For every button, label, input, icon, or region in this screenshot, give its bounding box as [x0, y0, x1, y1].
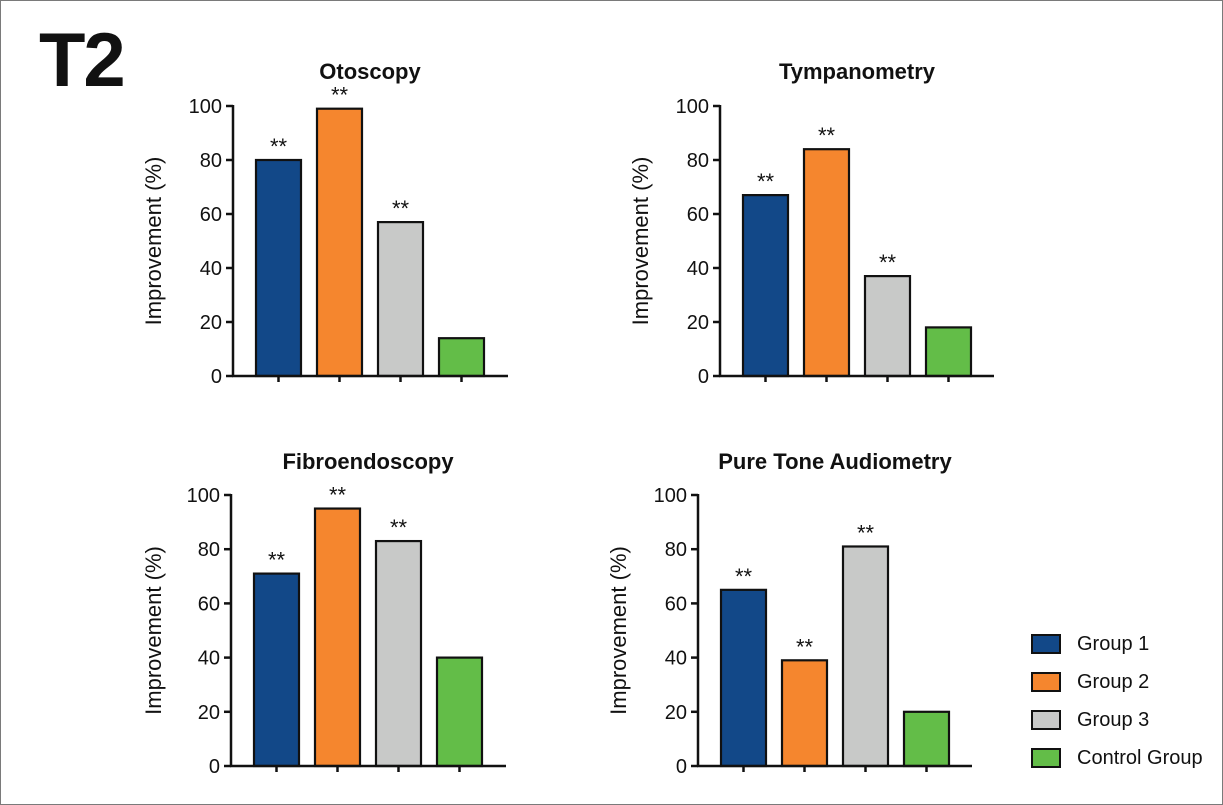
- bar-group-1: [719, 588, 768, 768]
- y-tick-label: 0: [676, 756, 687, 778]
- y-tick-label: 60: [200, 204, 222, 226]
- y-tick-label: 40: [198, 648, 220, 670]
- chart-panel-1: Otoscopy Improvement (%) ** ** ** 0 20 40 60 80 10…: [141, 59, 508, 388]
- y-tick-label: 60: [198, 593, 220, 615]
- y-tick-label: 20: [198, 702, 220, 724]
- legend: Group 1 Group 2 Group 3 Control Group: [1031, 625, 1203, 777]
- significance-label: **: [735, 564, 753, 589]
- y-tick-label: 80: [687, 150, 709, 172]
- significance-label: **: [879, 250, 897, 275]
- y-tick-label: 40: [687, 258, 709, 280]
- y-axis-label: Improvement (%): [141, 157, 166, 326]
- y-tick-label: 20: [200, 312, 222, 334]
- significance-label: **: [757, 169, 775, 194]
- chart-panel-3: Fibroendoscopy Improvement (%) ** ** ** 0 20 40…: [141, 449, 506, 778]
- bar-group-1: [254, 158, 303, 378]
- bar-group-3: [841, 545, 890, 768]
- y-tick-label: 80: [200, 150, 222, 172]
- y-tick-label: 100: [189, 96, 222, 118]
- significance-label: **: [331, 83, 349, 108]
- bar-group-1: [252, 572, 301, 768]
- legend-swatch: [1031, 710, 1061, 730]
- bar-control-group: [435, 656, 484, 768]
- y-tick-label: 40: [200, 258, 222, 280]
- legend-item-group-2: Group 2: [1031, 663, 1203, 701]
- y-axis-label: Improvement (%): [141, 546, 166, 715]
- y-tick-label: 0: [211, 366, 222, 388]
- bar-group-3: [376, 221, 425, 378]
- legend-label: Control Group: [1077, 746, 1203, 769]
- bar-group-2: [313, 507, 362, 768]
- legend-swatch: [1031, 748, 1061, 768]
- bar-control-group: [902, 710, 951, 768]
- y-tick-label: 80: [198, 539, 220, 561]
- bar-group-2: [802, 148, 851, 378]
- legend-item-group-3: Group 3: [1031, 701, 1203, 739]
- panel-label: T2: [39, 18, 126, 103]
- significance-label: **: [392, 196, 410, 221]
- y-tick-label: 100: [654, 485, 687, 507]
- y-tick-label: 100: [676, 96, 709, 118]
- significance-label: **: [796, 634, 814, 659]
- y-tick-label: 100: [187, 485, 220, 507]
- chart-panel-4: Pure Tone Audiometry Improvement (%) ** ** *…: [606, 449, 972, 778]
- legend-label: Group 1: [1077, 632, 1150, 655]
- bar-group-2: [780, 659, 829, 768]
- significance-label: **: [390, 515, 408, 540]
- legend-item-group-1: Group 1: [1031, 625, 1203, 663]
- significance-label: **: [818, 123, 836, 148]
- legend-item-control-group: Control Group: [1031, 739, 1203, 777]
- significance-label: **: [329, 483, 347, 508]
- y-tick-label: 0: [209, 756, 220, 778]
- bar-group-1: [741, 194, 790, 378]
- y-tick-label: 20: [665, 702, 687, 724]
- legend-swatch: [1031, 672, 1061, 692]
- y-axis-label: Improvement (%): [628, 157, 653, 326]
- y-tick-label: 0: [698, 366, 709, 388]
- chart-title: Pure Tone Audiometry: [718, 449, 952, 474]
- y-tick-label: 60: [665, 593, 687, 615]
- significance-label: **: [857, 520, 875, 545]
- y-axis-label: Improvement (%): [606, 546, 631, 715]
- chart-title: Otoscopy: [319, 59, 421, 84]
- significance-label: **: [270, 134, 288, 159]
- significance-label: **: [268, 548, 286, 573]
- legend-label: Group 3: [1077, 708, 1150, 731]
- y-tick-label: 80: [665, 539, 687, 561]
- bar-group-3: [374, 539, 423, 768]
- y-tick-label: 20: [687, 312, 709, 334]
- y-tick-label: 60: [687, 204, 709, 226]
- y-tick-label: 40: [665, 648, 687, 670]
- chart-panel-2: Tympanometry Improvement (%) ** ** ** 0 20 40 60…: [628, 59, 994, 388]
- chart-title: Tympanometry: [779, 59, 936, 84]
- bar-group-3: [863, 275, 912, 378]
- bar-control-group: [437, 337, 486, 378]
- bar-control-group: [924, 326, 973, 378]
- bar-group-2: [315, 107, 364, 378]
- legend-label: Group 2: [1077, 670, 1150, 693]
- chart-title: Fibroendoscopy: [282, 449, 454, 474]
- legend-swatch: [1031, 634, 1061, 654]
